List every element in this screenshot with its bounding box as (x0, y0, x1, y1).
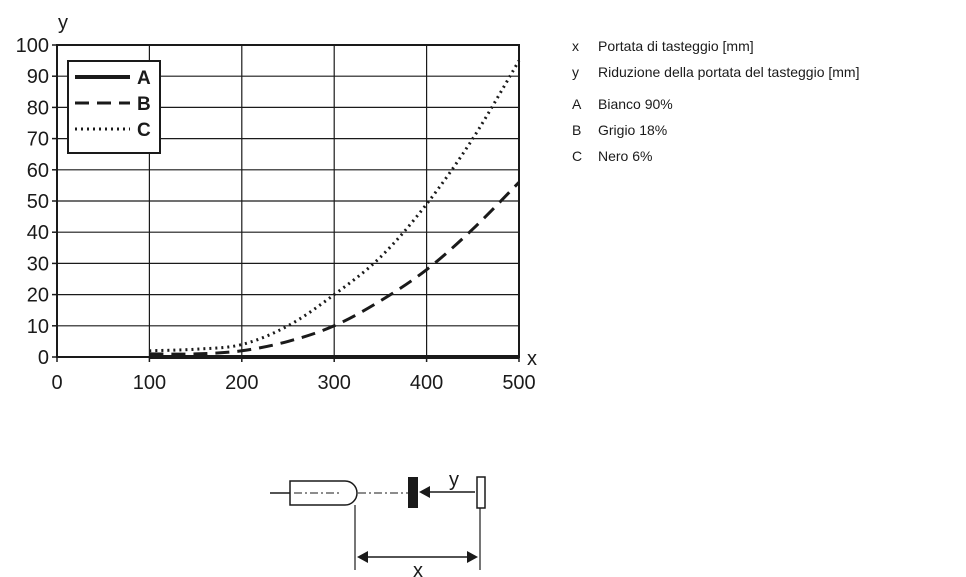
chart-tick-labels: 0 100 200 300 400 500 0 10 20 30 40 50 60 70 80 90 100 (16, 35, 536, 394)
key-item-c: C Nero 6% (572, 146, 962, 166)
y-axis-label: y (58, 12, 68, 34)
key-text: Grigio 18% (598, 122, 668, 138)
key-letter: C (572, 148, 583, 164)
y-tick-label: 70 (27, 129, 49, 151)
legend-label-c: C (137, 120, 151, 141)
y-tick-label: 30 (27, 253, 49, 275)
key-text: Riduzione della portata del tasteggio [m… (598, 64, 860, 80)
key-item-a: A Bianco 90% (572, 94, 962, 114)
y-arrow-head-icon (419, 486, 430, 498)
x-tick-label: 500 (502, 372, 535, 394)
target-object-icon (408, 477, 418, 508)
y-tick-label: 20 (27, 285, 49, 307)
key-text: Nero 6% (598, 148, 653, 164)
chart-legend: ABC (67, 60, 161, 154)
y-tick-label: 50 (27, 191, 49, 213)
key-list: x Portata di tasteggio [mm] y Riduzione … (572, 36, 962, 172)
key-letter: B (572, 122, 582, 138)
x-tick-label: 200 (225, 372, 258, 394)
plot-frame (56, 44, 520, 358)
key-letter: x (572, 38, 579, 54)
x-tick-label: 300 (318, 372, 351, 394)
series-line-b (149, 181, 521, 356)
x-tick-label: 0 (51, 372, 62, 394)
y-tick-label: 40 (27, 222, 49, 244)
key-text: Bianco 90% (598, 96, 673, 112)
key-letter: A (572, 96, 582, 112)
y-tick-label: 60 (27, 160, 49, 182)
x-tick-label: 100 (133, 372, 166, 394)
x-arrow-left-icon (357, 551, 368, 563)
reference-object-icon (476, 476, 486, 509)
legend-label-b: B (137, 94, 151, 115)
key-letter: y (572, 64, 579, 80)
x-axis-label: x (527, 348, 537, 370)
y-tick-label: 90 (27, 66, 49, 88)
diagram-x-label: x (413, 560, 423, 577)
diagram-y-label: y (449, 469, 459, 491)
y-tick-label: 100 (16, 35, 49, 57)
x-arrow-right-icon (467, 551, 478, 563)
key-text: Portata di tasteggio [mm] (598, 38, 754, 54)
x-tick-label: 400 (410, 372, 443, 394)
legend-label-a: A (137, 68, 151, 89)
series-line-c (149, 59, 521, 353)
key-item-y: y Riduzione della portata del tasteggio … (572, 62, 962, 82)
measurement-diagram: y x (270, 469, 486, 577)
key-item-x: x Portata di tasteggio [mm] (572, 36, 962, 56)
y-tick-label: 0 (38, 347, 49, 369)
y-tick-label: 80 (27, 97, 49, 119)
sensor-body-icon (289, 480, 358, 506)
y-tick-label: 10 (27, 316, 49, 338)
key-item-b: B Grigio 18% (572, 120, 962, 140)
